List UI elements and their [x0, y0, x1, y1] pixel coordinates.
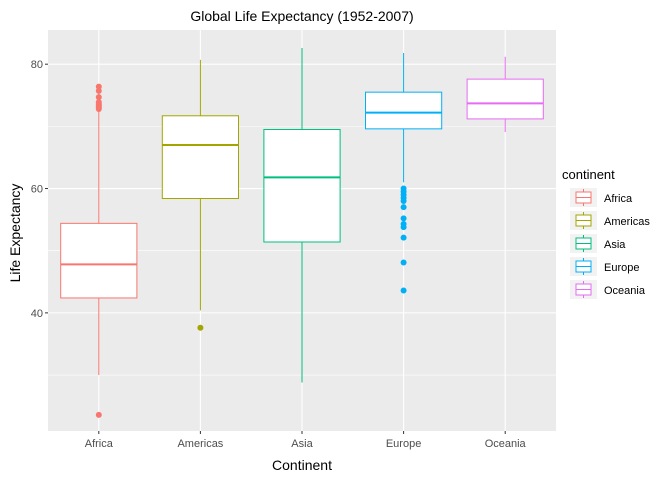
box-iqr	[161, 115, 239, 199]
outlier-point	[400, 287, 407, 294]
outlier-point	[95, 411, 102, 418]
y-axis: 40 60 80	[31, 59, 48, 320]
outlier-point	[95, 99, 102, 106]
y-axis-title: Life Expectancy	[7, 184, 23, 283]
legend-item-africa: Africa	[570, 188, 633, 207]
y-tick-label: 60	[31, 184, 43, 196]
x-tick-label: Oceania	[485, 438, 527, 450]
outlier-point	[400, 215, 407, 222]
box-americas	[161, 59, 239, 331]
box-iqr	[365, 91, 443, 130]
outlier-point	[400, 259, 407, 266]
outlier-point	[400, 234, 407, 241]
y-tick-label: 40	[31, 308, 43, 320]
outlier-point	[95, 94, 102, 101]
box-layer	[60, 48, 544, 418]
box-oceania	[466, 56, 544, 132]
legend-item-asia: Asia	[570, 234, 626, 253]
x-axis-title: Continent	[272, 457, 332, 473]
legend-label: Asia	[604, 239, 626, 251]
outlier-point	[197, 324, 204, 331]
outlier-point	[400, 220, 407, 227]
box-asia	[263, 48, 341, 383]
box-iqr	[466, 78, 544, 120]
chart-title: Global Life Expectancy (1952-2007)	[190, 8, 413, 24]
legend-item-americas: Americas	[570, 211, 650, 230]
x-axis: Africa Americas Asia Europe Oceania	[85, 431, 527, 450]
x-tick-label: Europe	[386, 438, 421, 450]
y-tick-label: 80	[31, 59, 43, 71]
legend-label: Europe	[604, 262, 639, 274]
legend-label: Africa	[604, 193, 633, 205]
box-iqr	[60, 222, 138, 299]
outlier-point	[400, 204, 407, 211]
legend: continent Africa Americas Asia Europe Oceani…	[562, 167, 650, 299]
legend-item-oceania: Oceania	[570, 280, 646, 299]
box-europe	[365, 53, 443, 294]
box-africa	[60, 83, 138, 418]
legend-label: Oceania	[604, 285, 646, 297]
legend-label: Americas	[604, 216, 650, 228]
outlier-point	[95, 83, 102, 90]
legend-title: continent	[562, 167, 615, 182]
x-tick-label: Americas	[177, 438, 223, 450]
x-tick-label: Africa	[85, 438, 114, 450]
outlier-point	[95, 87, 102, 94]
x-tick-label: Asia	[291, 438, 313, 450]
legend-item-europe: Europe	[570, 257, 639, 276]
outlier-point	[400, 185, 407, 192]
box-iqr	[263, 128, 341, 243]
